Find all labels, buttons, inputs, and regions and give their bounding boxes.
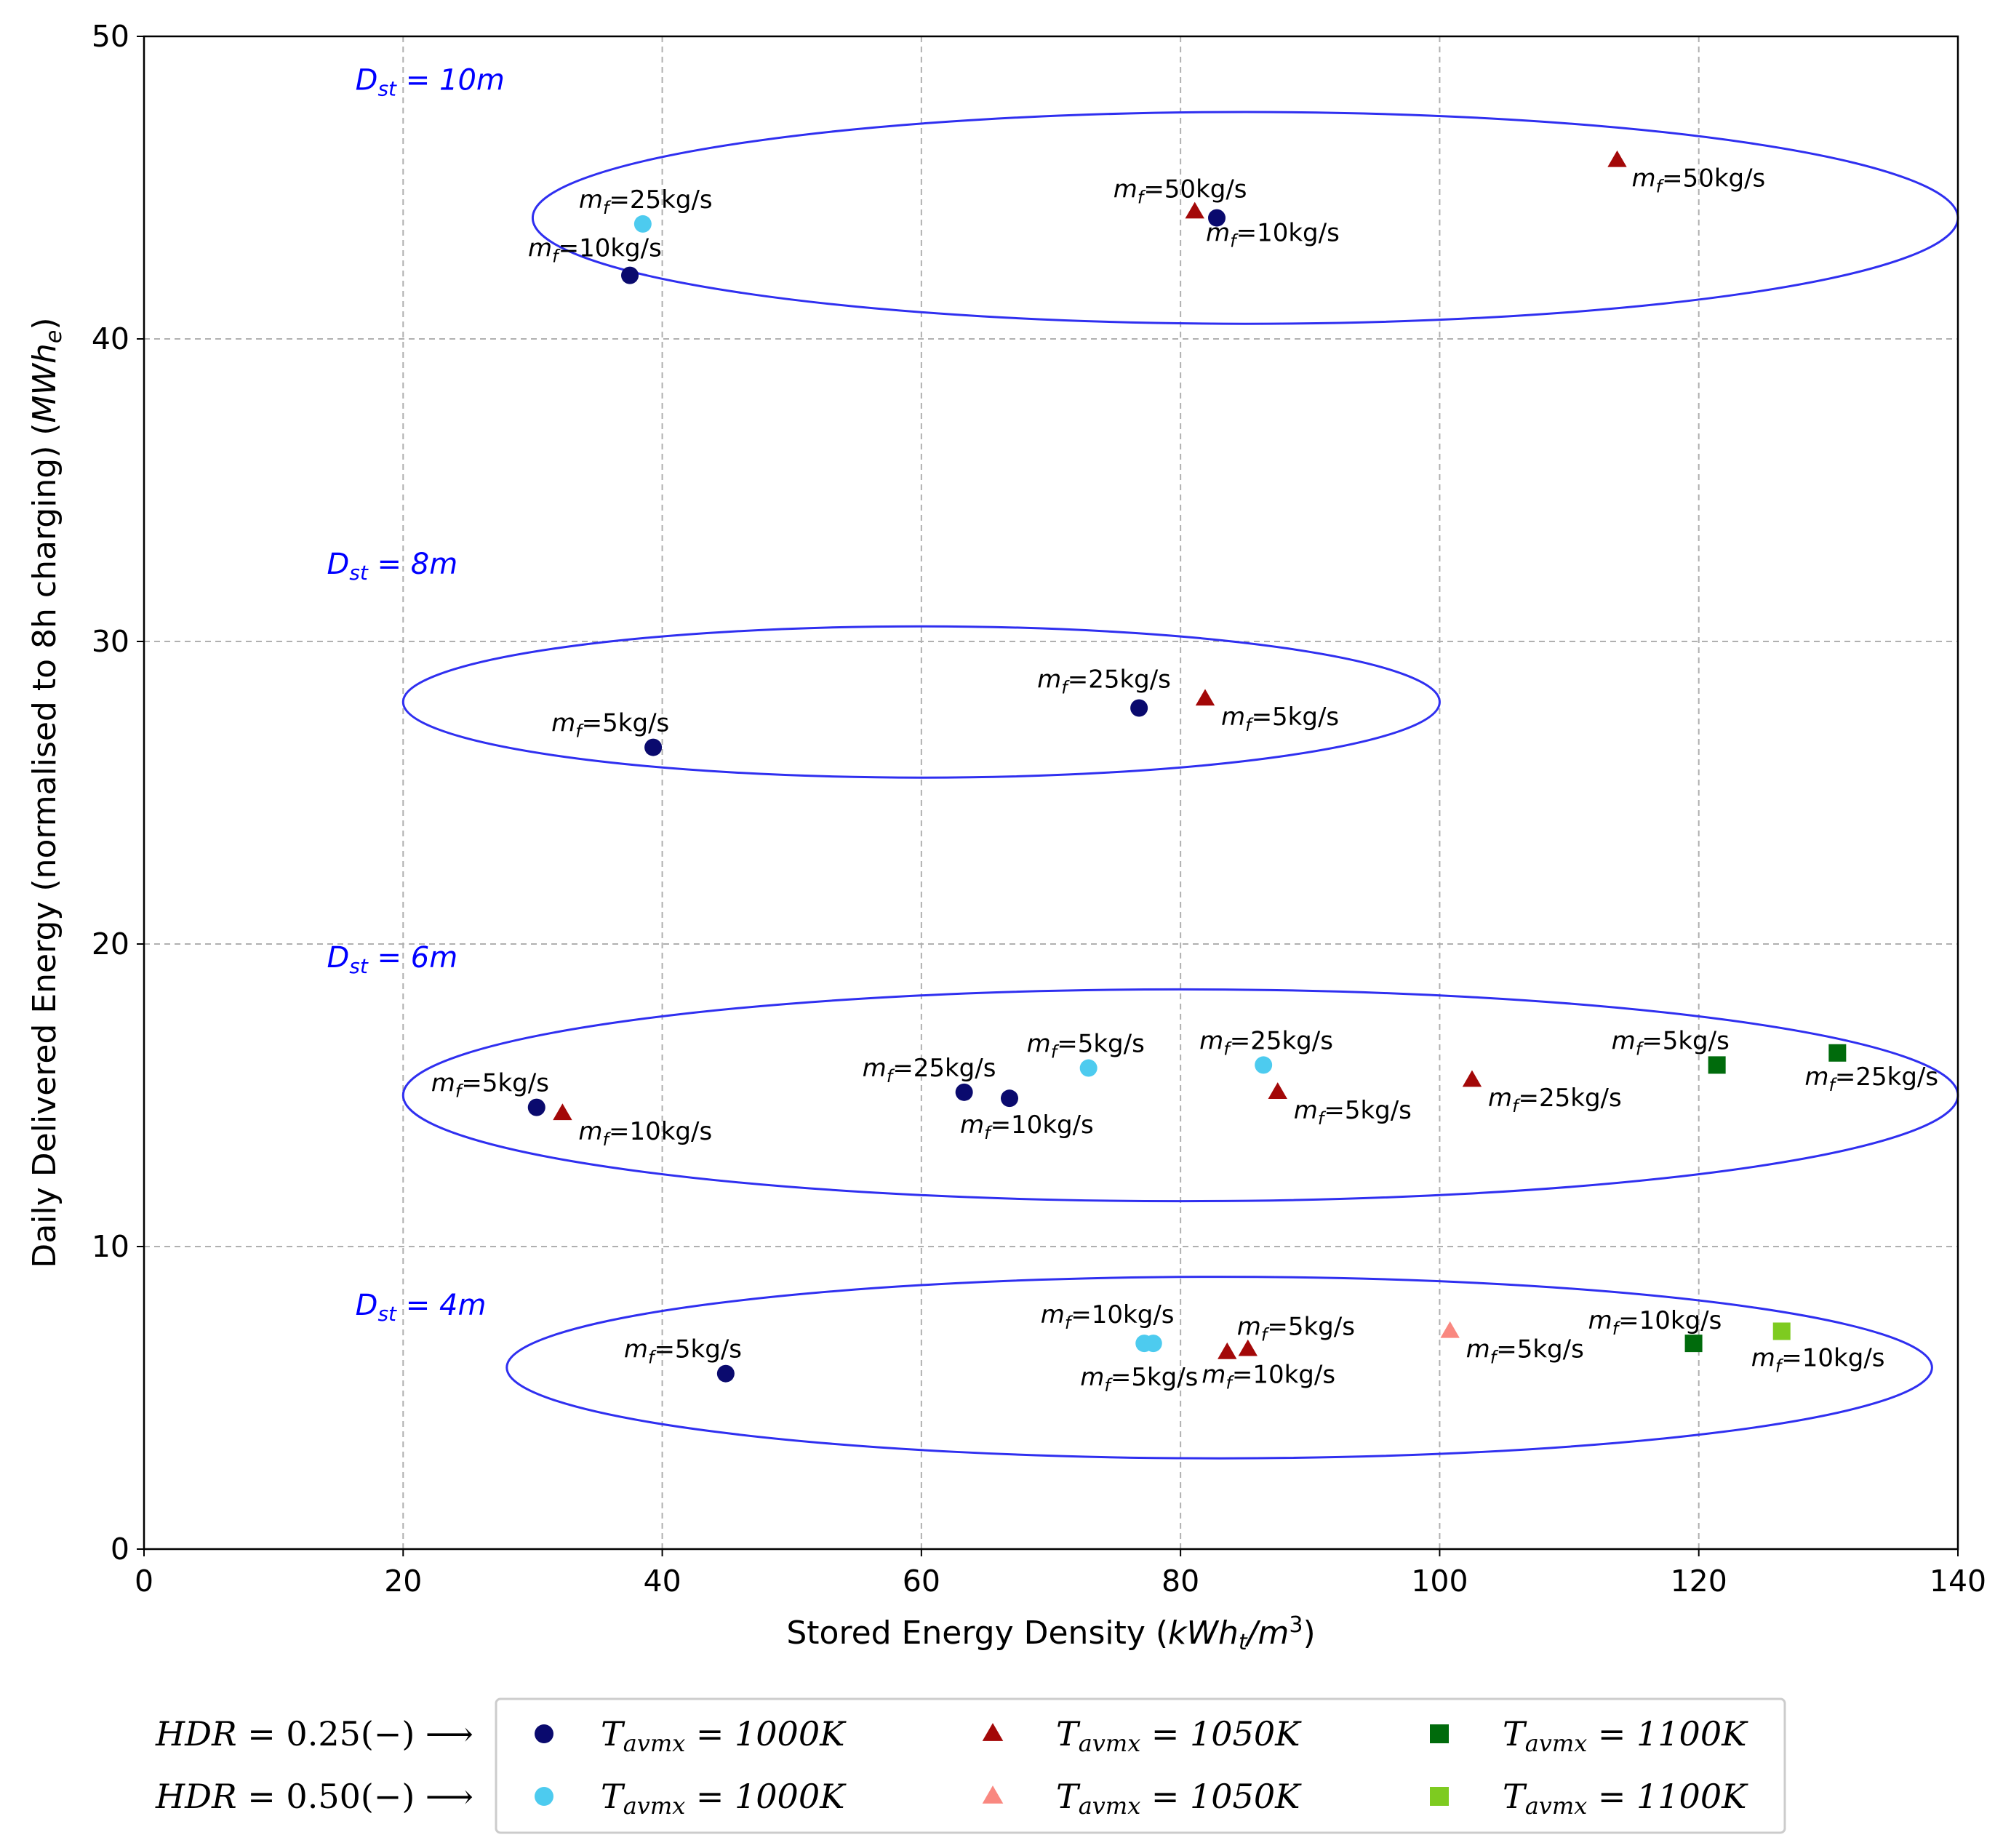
legend-marker-triangle	[982, 1785, 1004, 1804]
point-label: mf=10kg/s	[578, 1117, 712, 1150]
point-label: mf=5kg/s	[431, 1069, 549, 1102]
group-ellipses: Dst = 10m Dst = 8m Dst = 6m Dst = 4m	[327, 63, 1959, 1460]
data-point-circle	[1144, 1335, 1162, 1353]
point-label: mf=10kg/s	[1751, 1343, 1885, 1376]
data-point-circle	[1255, 1056, 1273, 1074]
legend: HDR = 0.25(−) ⟶ HDR = 0.50(−) ⟶ Tavmx = 10…	[155, 1697, 1786, 1834]
data-point-triangle	[1195, 689, 1215, 706]
plot-frame	[143, 35, 1959, 1551]
data-point-triangle	[1607, 150, 1627, 167]
point-label: mf=5kg/s	[1027, 1030, 1145, 1063]
legend-frame	[495, 1697, 1786, 1834]
point-label: mf=5kg/s	[1466, 1335, 1584, 1367]
point-label: mf=5kg/s	[1221, 703, 1339, 735]
legend-marker-triangle	[982, 1723, 1004, 1741]
data-point-triangle	[1440, 1321, 1460, 1338]
data-point-triangle	[1268, 1082, 1287, 1099]
data-point-circle	[633, 215, 652, 233]
point-label: mf=5kg/s	[1080, 1363, 1198, 1396]
legend-entry-label: Tavmx = 1000K	[601, 1714, 847, 1757]
data-point-circle	[955, 1083, 973, 1101]
data-point-square	[1772, 1322, 1791, 1340]
x-tick-label: 60	[903, 1564, 940, 1599]
point-label: mf=5kg/s	[1294, 1096, 1412, 1129]
point-label: mf=5kg/s	[1237, 1312, 1355, 1345]
legend-marker-square	[1430, 1787, 1449, 1806]
legend-entries: HDR = 0.25(−) ⟶ HDR = 0.50(−) ⟶ Tavmx = 10…	[155, 1714, 1748, 1820]
group-ellipse	[505, 1276, 1933, 1460]
y-axis-label: Daily Delivered Energy (normalised to 8h…	[26, 317, 67, 1268]
x-tick-label: 140	[1930, 1564, 1986, 1599]
legend-marker-square	[1430, 1724, 1449, 1743]
x-tick-label: 120	[1671, 1564, 1727, 1599]
y-tick-label: 0	[111, 1532, 129, 1567]
legend-marker-circle	[535, 1787, 553, 1806]
legend-entry-label: Tavmx = 1000K	[601, 1777, 847, 1820]
legend-marker-circle	[535, 1724, 553, 1743]
point-label: mf=50kg/s	[1114, 175, 1247, 207]
x-tick-label: 80	[1162, 1564, 1199, 1599]
x-tick-label: 20	[384, 1564, 422, 1599]
y-tick-label: 50	[92, 19, 129, 54]
data-point-circle	[1000, 1089, 1018, 1108]
point-label: mf=25kg/s	[1199, 1026, 1333, 1059]
legend-entry-label: Tavmx = 1100K	[1503, 1777, 1748, 1820]
point-label: mf=50kg/s	[1631, 164, 1765, 197]
data-point-circle	[1130, 699, 1148, 717]
data-point-square	[1684, 1335, 1703, 1353]
x-axis-label: Stored Energy Density (kWht/m3)	[786, 1612, 1315, 1655]
data-point-circle	[527, 1098, 545, 1116]
group-label: Dst = 8m	[327, 548, 457, 585]
point-label: mf=10kg/s	[528, 234, 662, 267]
x-tick-label: 100	[1411, 1564, 1468, 1599]
point-label: mf=5kg/s	[551, 709, 669, 742]
group-label: Dst = 6m	[327, 941, 457, 978]
point-label: mf=10kg/s	[1202, 1361, 1335, 1393]
point-label: mf=5kg/s	[624, 1335, 742, 1368]
group-ellipse	[531, 111, 1959, 325]
point-label: mf=10kg/s	[960, 1111, 1094, 1143]
point-label: mf=10kg/s	[1588, 1306, 1722, 1339]
y-tick-label: 10	[92, 1229, 129, 1264]
data-point-triangle	[1238, 1339, 1258, 1356]
data-points	[527, 150, 1847, 1383]
point-label: mf=25kg/s	[1804, 1063, 1938, 1095]
group-ellipse	[401, 625, 1441, 779]
axis-ticks: 0 20 40 60 80 100 120 140 0 10 20 30 40 50	[92, 19, 1986, 1599]
data-point-circle	[1208, 209, 1226, 227]
x-tick-label: 40	[643, 1564, 681, 1599]
point-annotations: mf=10kg/smf=10kg/smf=5kg/smf=25kg/smf=5k…	[431, 164, 1938, 1396]
point-label: mf=10kg/s	[1206, 219, 1340, 252]
legend-entry-label: Tavmx = 1050K	[1056, 1714, 1302, 1757]
data-point-square	[1708, 1056, 1726, 1074]
data-point-triangle	[1218, 1342, 1237, 1359]
data-point-triangle	[553, 1103, 572, 1121]
point-label: mf=25kg/s	[1488, 1084, 1622, 1116]
legend-entry-label: Tavmx = 1100K	[1503, 1714, 1748, 1757]
group-label: Dst = 4m	[356, 1289, 487, 1326]
group-label: Dst = 10m	[356, 63, 505, 100]
data-point-circle	[716, 1364, 735, 1383]
data-point-circle	[621, 266, 639, 284]
point-label: mf=5kg/s	[1612, 1026, 1730, 1059]
legend-row-label: HDR = 0.25(−) ⟶	[155, 1714, 473, 1753]
point-label: mf=10kg/s	[1041, 1300, 1175, 1333]
y-tick-label: 40	[92, 321, 129, 356]
point-label: mf=25kg/s	[863, 1054, 996, 1087]
data-point-triangle	[1185, 201, 1204, 219]
data-point-square	[1828, 1044, 1847, 1062]
point-label: mf=25kg/s	[579, 185, 713, 218]
data-point-triangle	[1462, 1070, 1482, 1087]
grid	[144, 36, 1958, 1549]
legend-entry-label: Tavmx = 1050K	[1056, 1777, 1302, 1820]
y-tick-label: 30	[92, 624, 129, 659]
x-tick-label: 0	[135, 1564, 153, 1599]
y-tick-label: 20	[92, 927, 129, 961]
data-point-circle	[644, 738, 663, 756]
point-label: mf=25kg/s	[1037, 665, 1171, 698]
data-point-circle	[1079, 1059, 1098, 1077]
legend-row-label: HDR = 0.50(−) ⟶	[155, 1777, 473, 1816]
